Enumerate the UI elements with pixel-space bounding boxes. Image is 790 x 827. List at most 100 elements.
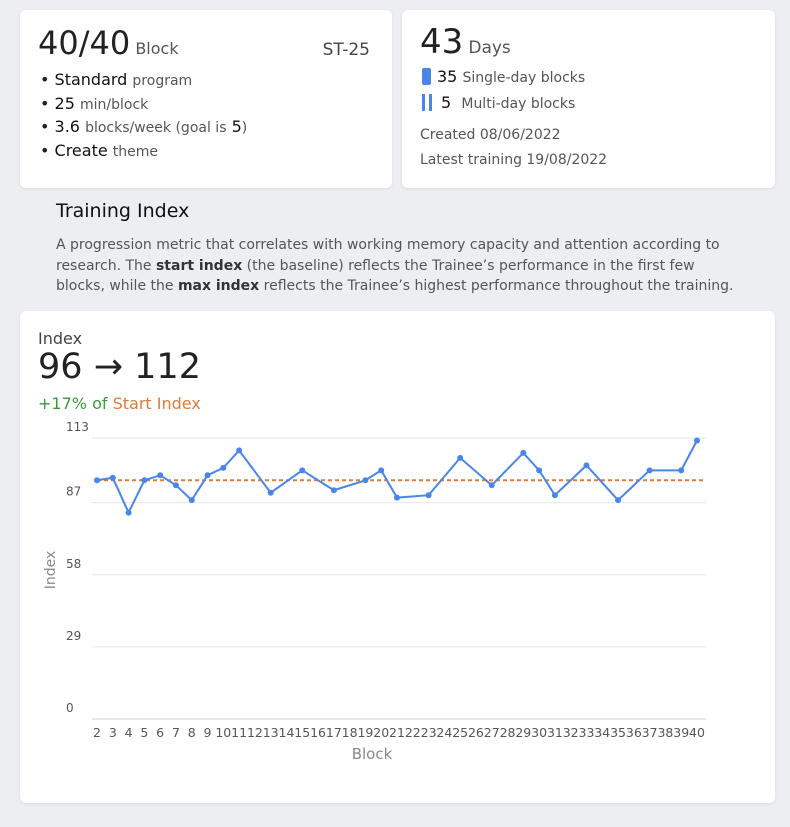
x-tick-label: 19 <box>357 725 373 740</box>
y-tick-label: 0 <box>66 701 74 715</box>
x-tick-label: 38 <box>657 725 673 740</box>
section-description: A progression metric that correlates wit… <box>56 235 746 297</box>
item-strong: 3.6 <box>54 117 80 136</box>
x-tick-label: 23 <box>421 725 437 740</box>
x-tick-label: 17 <box>326 725 342 740</box>
point <box>236 447 243 454</box>
code: ST-25 <box>322 40 370 60</box>
x-tick-label: 37 <box>642 725 658 740</box>
created: Created 08/06/2022 <box>420 127 561 143</box>
x-tick-label: 10 <box>215 725 231 740</box>
x-tick-label: 3 <box>109 725 117 740</box>
multi-label: Multi-day blocks <box>461 96 576 112</box>
single: 35 Single-day blocks <box>437 67 585 86</box>
item-strong: Create <box>54 140 108 160</box>
index-label: Index <box>38 329 83 348</box>
point <box>457 454 464 461</box>
x-tick-label: 33 <box>579 725 595 740</box>
x-tick-label: 26 <box>468 725 484 740</box>
x-tick-label: 2 <box>93 725 101 740</box>
days-value: 43 <box>420 22 464 62</box>
point <box>125 509 132 516</box>
index-range: 96 → 112 <box>38 347 201 387</box>
x-tick-label: 13 <box>263 725 279 740</box>
single-label: Single-day blocks <box>462 70 586 86</box>
item-text: blocks/week (goal is <box>85 120 227 136</box>
change: +17% of Start Index <box>38 394 201 413</box>
item: • Create theme <box>40 140 159 160</box>
days-card: 43 Days 35 Single-day blocks 5 Multi-day… <box>402 10 775 188</box>
x-tick-label: 21 <box>389 725 405 740</box>
y-tick-label: 29 <box>66 629 81 643</box>
text: reflects the Trainee’s highest performan… <box>259 278 734 294</box>
start: 96 <box>38 347 83 387</box>
x-tick-label: 9 <box>204 725 212 740</box>
x-tick-label: 16 <box>310 725 326 740</box>
point <box>157 472 164 479</box>
arrow: → <box>93 347 124 387</box>
x-tick-label: 34 <box>594 725 610 740</box>
x-tick-label: 32 <box>563 725 579 740</box>
x-tick-label: 20 <box>373 725 389 740</box>
x-tick-label: 30 <box>531 725 547 740</box>
x-tick-label: 11 <box>231 725 247 740</box>
multi: 5 Multi-day blocks <box>441 93 575 112</box>
point <box>615 497 622 504</box>
score-unit: Block <box>135 39 179 58</box>
x-tick-label: 6 <box>156 725 164 740</box>
of: of <box>92 394 108 413</box>
multi-icon <box>422 94 425 111</box>
x-tick-label: 35 <box>610 725 626 740</box>
point <box>267 489 274 496</box>
x-tick-label: 18 <box>342 725 358 740</box>
text: A progression metric that correlates wit… <box>56 237 720 274</box>
change-value: +17% <box>38 394 87 413</box>
x-tick-label: 5 <box>140 725 148 740</box>
item: • Standard program <box>40 70 193 89</box>
single-icon <box>422 68 431 85</box>
x-tick-label: 8 <box>188 725 196 740</box>
x-tick-label: 7 <box>172 725 180 740</box>
text: (the baseline) reflects the Trainee’s pe… <box>56 257 695 295</box>
multi-icon <box>429 94 432 111</box>
series-line <box>96 440 698 515</box>
item-strong: 25 <box>54 93 75 113</box>
item-tail: ) <box>241 120 248 136</box>
y-tick-label: 113 <box>66 420 89 434</box>
multi-count: 5 <box>441 93 452 112</box>
item-text: program <box>132 73 193 89</box>
bold-text: max index <box>177 278 260 294</box>
x-axis-title: Block <box>352 745 393 763</box>
x-tick-label: 22 <box>405 725 421 740</box>
point <box>172 482 179 489</box>
program-card: 40/40 Block ST-25 • Standard program • 2… <box>20 10 392 188</box>
x-tick-label: 14 <box>279 725 295 740</box>
index-card: Index 96 → 112 +17% of Start Index <box>20 311 775 803</box>
x-tick-label: 29 <box>515 725 531 740</box>
point <box>520 449 527 456</box>
score-value: 40/40 <box>38 24 131 62</box>
y-tick-label: 58 <box>66 557 81 571</box>
point <box>583 462 590 469</box>
point <box>330 487 337 494</box>
point <box>362 477 369 484</box>
x-tick-label: 28 <box>500 725 516 740</box>
max: 112 <box>134 347 201 387</box>
x-tick-label: 12 <box>247 725 263 740</box>
section-title: Training Index <box>56 200 190 222</box>
days-unit: Days <box>468 38 511 58</box>
latest: Latest training 19/08/2022 <box>420 152 608 168</box>
point <box>536 467 543 474</box>
item-text: theme <box>112 143 159 160</box>
item-list: • Standard program • 25 min/block • 3.6 … <box>40 69 247 163</box>
point <box>299 467 306 474</box>
x-tick-label: 39 <box>673 725 689 740</box>
point <box>551 492 558 499</box>
point <box>204 472 211 479</box>
single-count: 35 <box>437 67 458 86</box>
point <box>678 467 685 474</box>
point <box>488 482 495 489</box>
point <box>425 492 432 499</box>
